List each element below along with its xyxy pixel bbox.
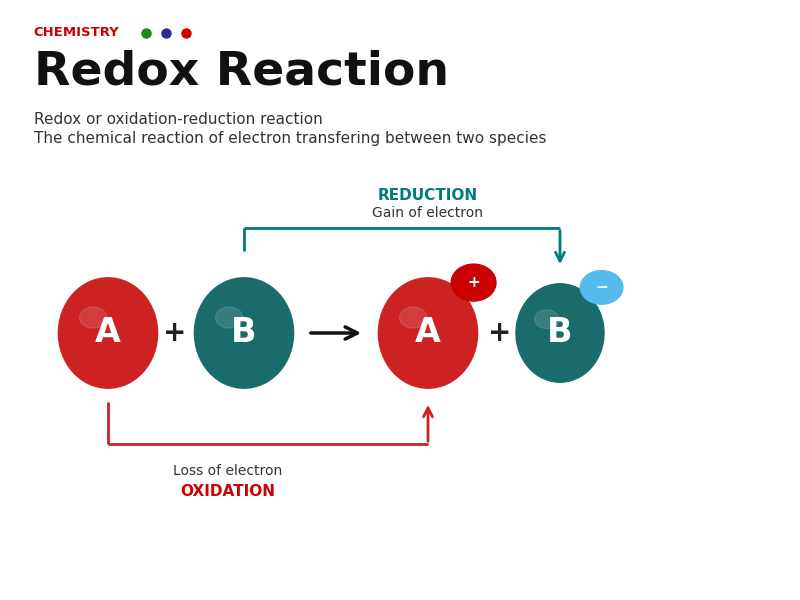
Ellipse shape bbox=[534, 310, 559, 329]
Text: Loss of electron: Loss of electron bbox=[174, 464, 282, 478]
Text: Redox or oxidation-reduction reaction: Redox or oxidation-reduction reaction bbox=[34, 113, 322, 127]
Ellipse shape bbox=[451, 264, 496, 301]
Ellipse shape bbox=[516, 284, 604, 382]
Text: CHEMISTRY: CHEMISTRY bbox=[34, 26, 119, 40]
Text: +: + bbox=[488, 319, 512, 347]
Text: Gain of electron: Gain of electron bbox=[373, 206, 483, 220]
Text: −: − bbox=[595, 280, 608, 295]
Text: B: B bbox=[547, 317, 573, 349]
Text: A: A bbox=[415, 317, 441, 349]
Text: OXIDATION: OXIDATION bbox=[181, 485, 275, 499]
Ellipse shape bbox=[58, 278, 158, 388]
Ellipse shape bbox=[399, 307, 426, 328]
Ellipse shape bbox=[580, 271, 623, 304]
Text: Redox Reaction: Redox Reaction bbox=[34, 49, 449, 94]
Text: A: A bbox=[95, 317, 121, 349]
Text: +: + bbox=[162, 319, 186, 347]
Text: B: B bbox=[231, 317, 257, 349]
Text: +: + bbox=[467, 275, 480, 290]
Ellipse shape bbox=[215, 307, 242, 328]
Ellipse shape bbox=[79, 307, 106, 328]
Text: REDUCTION: REDUCTION bbox=[378, 187, 478, 202]
Ellipse shape bbox=[378, 278, 478, 388]
Ellipse shape bbox=[194, 278, 294, 388]
Text: The chemical reaction of electron transfering between two species: The chemical reaction of electron transf… bbox=[34, 130, 546, 145]
